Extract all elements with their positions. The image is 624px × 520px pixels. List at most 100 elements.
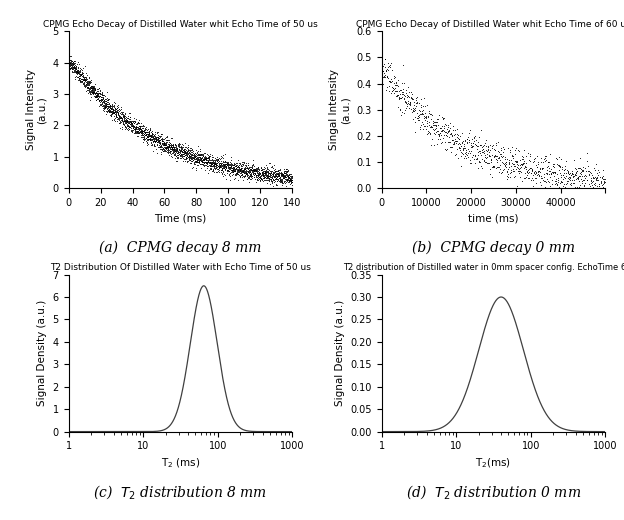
Point (262, 162, 272, 171)
Point (202, 154, 212, 163)
Point (174, 140, 184, 148)
Point (159, 143, 169, 151)
Point (90, 84, 100, 92)
Point (178, 150, 188, 159)
Point (251, 172, 261, 180)
Point (248, 166, 258, 174)
Point (146, 136, 156, 144)
Point (205, 164, 215, 172)
Point (209, 162, 219, 171)
Point (114, 119, 124, 127)
Point (117, 115, 127, 124)
Point (118, 119, 128, 127)
Point (230, 165, 240, 174)
Point (541, 178, 551, 187)
Point (87, 88, 97, 96)
Point (101, 100, 111, 109)
Point (280, 175, 290, 183)
Point (408, 95, 418, 103)
Point (72, 68, 82, 76)
Point (577, 172, 587, 180)
Point (425, 123, 435, 131)
Point (598, 174, 608, 183)
Point (258, 172, 268, 180)
Point (275, 177, 285, 185)
Point (524, 165, 534, 173)
Point (233, 163, 243, 172)
Point (564, 173, 574, 181)
Point (495, 150, 505, 158)
Text: (d)  $T_2$ distribution 0 mm: (d) $T_2$ distribution 0 mm (406, 484, 581, 501)
Point (209, 160, 219, 168)
Point (547, 176, 557, 184)
Point (238, 166, 248, 175)
Point (92, 90, 102, 98)
Point (401, 86, 411, 94)
Point (276, 172, 286, 180)
Point (251, 175, 261, 183)
Point (469, 142, 479, 150)
Point (94, 84, 104, 92)
Point (222, 160, 232, 168)
Point (253, 172, 263, 180)
Point (488, 161, 498, 170)
Point (251, 166, 261, 174)
Point (73, 73, 83, 82)
Point (215, 159, 225, 167)
Point (191, 158, 201, 166)
Point (220, 165, 230, 173)
Point (548, 162, 558, 171)
Point (178, 140, 188, 149)
Point (69, 67, 79, 75)
Point (214, 164, 224, 172)
Point (273, 171, 283, 179)
Point (74, 72, 84, 81)
Point (83, 83, 93, 92)
Point (201, 155, 211, 164)
Point (197, 158, 207, 166)
Point (178, 147, 188, 155)
Point (585, 184, 595, 192)
Point (97, 95, 107, 103)
Point (521, 159, 531, 167)
Point (110, 106, 120, 114)
Point (575, 164, 585, 172)
Point (235, 169, 245, 177)
Point (262, 174, 272, 182)
Point (119, 114, 129, 123)
Point (198, 156, 208, 164)
Point (247, 164, 257, 172)
Point (125, 118, 135, 126)
Point (207, 162, 217, 170)
Point (167, 145, 177, 153)
Point (100, 103, 110, 111)
Point (90, 86, 100, 94)
Point (170, 148, 180, 156)
Point (430, 121, 440, 129)
Point (572, 183, 582, 191)
Point (512, 160, 522, 168)
Point (152, 145, 162, 153)
Point (157, 130, 167, 138)
Point (540, 183, 550, 191)
Point (144, 127, 154, 136)
Point (284, 171, 294, 179)
Point (378, 67, 388, 75)
Point (66, 63, 76, 72)
Point (459, 144, 469, 152)
Point (228, 161, 238, 169)
Point (380, 55, 390, 63)
Point (172, 152, 182, 160)
Point (158, 147, 168, 155)
Point (447, 132, 457, 140)
Point (124, 109, 134, 117)
Point (205, 161, 215, 170)
Point (67, 63, 77, 72)
Point (156, 135, 166, 143)
Point (512, 157, 522, 165)
Point (283, 174, 293, 183)
Point (168, 146, 178, 154)
Point (422, 122, 432, 131)
Point (67, 67, 77, 75)
Point (227, 164, 236, 172)
